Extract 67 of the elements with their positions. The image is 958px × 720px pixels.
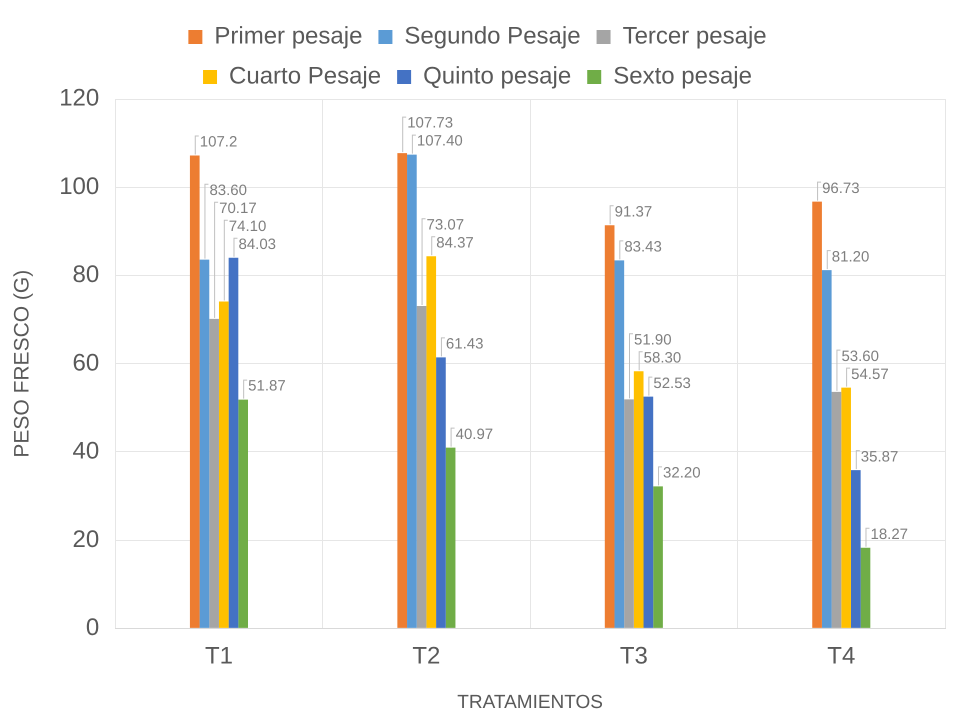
- data-label: 54.57: [851, 366, 889, 383]
- data-label: 32.20: [663, 464, 701, 482]
- data-label: 35.87: [860, 448, 898, 466]
- bar: [812, 202, 822, 628]
- x-tick-label: T4: [827, 642, 856, 670]
- bar: [218, 301, 229, 628]
- data-label: 61.43: [446, 336, 484, 353]
- data-label: 51.90: [634, 331, 672, 348]
- data-label: 18.27: [870, 526, 908, 543]
- data-label: 58.30: [644, 349, 682, 366]
- legend-label: Segundo Pesaje: [404, 22, 581, 50]
- bar: [228, 258, 238, 628]
- bar: [822, 270, 832, 628]
- legend-label: Cuarto Pesaje: [229, 62, 382, 90]
- bar: [397, 153, 408, 628]
- bar: [436, 357, 446, 628]
- bar: [832, 392, 842, 628]
- data-label: 81.20: [832, 248, 870, 266]
- bar: [190, 155, 200, 628]
- data-label: 107.2: [200, 134, 238, 151]
- data-label: 53.60: [841, 348, 879, 365]
- bar: [407, 154, 417, 628]
- bar: [238, 400, 248, 628]
- x-axis-title: TRATAMIENTOS: [457, 692, 603, 713]
- data-label: 52.53: [653, 374, 691, 392]
- bar: [850, 470, 861, 628]
- y-tick-label: 40: [72, 438, 100, 465]
- bar: [644, 396, 654, 628]
- x-tick-label: T2: [412, 642, 440, 670]
- legend-label: Quinto pesaje: [423, 62, 572, 90]
- bar: [200, 260, 210, 628]
- bar: [446, 448, 456, 628]
- x-tick-label: T3: [620, 642, 648, 670]
- data-label: 107.40: [416, 132, 463, 150]
- data-label: 91.37: [614, 203, 652, 220]
- bar: [634, 371, 644, 628]
- data-label: 83.60: [209, 182, 247, 199]
- data-label: 107.73: [407, 114, 454, 132]
- y-tick-label: 120: [59, 84, 100, 112]
- data-label: 74.10: [228, 218, 266, 235]
- legend-label: Sexto pesaje: [613, 62, 752, 90]
- data-label: 70.17: [219, 200, 257, 217]
- data-label: 84.03: [238, 236, 276, 253]
- bar: [841, 388, 851, 628]
- y-tick-label: 60: [72, 349, 100, 376]
- data-label: 84.37: [436, 234, 474, 252]
- bar: [614, 260, 624, 628]
- data-label: 73.07: [426, 216, 464, 234]
- data-label: 51.87: [248, 378, 286, 395]
- data-label: 83.43: [624, 238, 662, 256]
- legend-label: Tercer pesaje: [622, 22, 767, 50]
- y-tick-label: 0: [86, 614, 100, 642]
- bar: [604, 225, 614, 628]
- bar: [653, 486, 663, 628]
- y-tick-label: 100: [59, 172, 100, 200]
- data-label: 96.73: [822, 180, 860, 197]
- bar: [209, 318, 219, 628]
- x-tick-label: T1: [204, 642, 233, 670]
- y-tick-label: 80: [72, 261, 100, 288]
- y-axis-title: PESO FRESCO (G): [10, 270, 34, 458]
- data-label: 40.97: [456, 426, 494, 443]
- legend-label: Primer pesaje: [214, 22, 362, 50]
- y-tick-label: 20: [72, 526, 100, 553]
- bar: [416, 306, 426, 628]
- bar: [860, 548, 870, 628]
- bar: [624, 399, 634, 628]
- bar: [426, 256, 436, 628]
